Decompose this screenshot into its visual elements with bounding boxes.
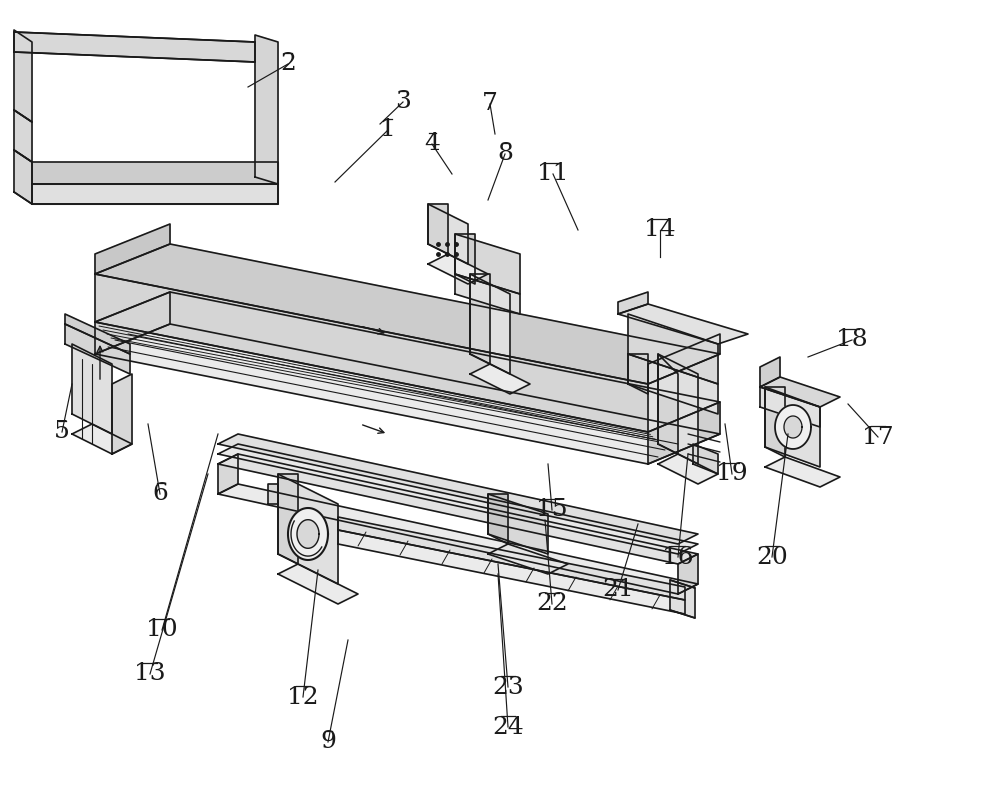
Polygon shape (297, 520, 319, 549)
Text: 14: 14 (644, 218, 676, 241)
Polygon shape (428, 204, 448, 254)
Polygon shape (648, 402, 720, 464)
Polygon shape (278, 564, 358, 604)
Text: 9: 9 (320, 731, 336, 754)
Polygon shape (765, 387, 785, 457)
Polygon shape (14, 110, 32, 162)
Text: 3: 3 (395, 91, 411, 114)
Text: 6: 6 (152, 483, 168, 505)
Polygon shape (455, 234, 520, 294)
Polygon shape (95, 292, 170, 354)
Polygon shape (218, 484, 698, 594)
Polygon shape (693, 444, 718, 474)
Polygon shape (218, 434, 698, 544)
Polygon shape (628, 354, 718, 414)
Polygon shape (658, 354, 678, 454)
Polygon shape (338, 530, 685, 614)
Polygon shape (278, 474, 298, 564)
Text: 24: 24 (492, 715, 524, 739)
Polygon shape (72, 344, 112, 434)
Polygon shape (658, 454, 718, 484)
Polygon shape (268, 484, 278, 504)
Polygon shape (648, 334, 720, 384)
Polygon shape (14, 30, 32, 122)
Polygon shape (628, 354, 648, 394)
Polygon shape (72, 424, 132, 454)
Text: 16: 16 (662, 545, 694, 569)
Polygon shape (760, 377, 840, 407)
Text: 20: 20 (756, 545, 788, 569)
Polygon shape (488, 494, 508, 544)
Polygon shape (14, 150, 32, 204)
Polygon shape (618, 292, 648, 314)
Text: 4: 4 (424, 132, 440, 156)
Polygon shape (765, 457, 840, 487)
Text: 21: 21 (602, 578, 634, 602)
Polygon shape (784, 416, 802, 438)
Polygon shape (278, 474, 338, 584)
Text: 11: 11 (537, 163, 569, 185)
Text: 7: 7 (482, 92, 498, 115)
Polygon shape (760, 357, 780, 387)
Polygon shape (95, 274, 648, 432)
Polygon shape (618, 304, 748, 344)
Polygon shape (765, 387, 820, 467)
Polygon shape (95, 224, 170, 274)
Polygon shape (32, 184, 278, 204)
Polygon shape (428, 204, 468, 264)
Polygon shape (95, 244, 720, 384)
Polygon shape (428, 254, 488, 284)
Polygon shape (218, 454, 238, 494)
Polygon shape (455, 234, 475, 284)
Text: 1: 1 (380, 119, 396, 141)
Text: 5: 5 (54, 420, 70, 444)
Polygon shape (218, 454, 698, 564)
Polygon shape (65, 314, 130, 354)
Polygon shape (678, 554, 698, 594)
Polygon shape (95, 292, 720, 432)
Polygon shape (288, 508, 328, 560)
Polygon shape (470, 364, 530, 394)
Text: 13: 13 (134, 662, 166, 686)
Polygon shape (628, 314, 718, 384)
Polygon shape (65, 324, 130, 374)
Text: 17: 17 (862, 426, 894, 448)
Polygon shape (14, 32, 255, 62)
Text: 18: 18 (836, 329, 868, 351)
Polygon shape (255, 35, 278, 184)
Text: 19: 19 (716, 463, 748, 485)
Polygon shape (455, 274, 520, 314)
Text: 23: 23 (492, 675, 524, 699)
Text: 8: 8 (497, 143, 513, 165)
Polygon shape (760, 387, 820, 427)
Polygon shape (658, 354, 698, 464)
Polygon shape (95, 324, 720, 464)
Polygon shape (670, 580, 695, 618)
Polygon shape (488, 494, 548, 554)
Text: 22: 22 (536, 593, 568, 615)
Polygon shape (112, 374, 132, 454)
Polygon shape (338, 517, 685, 600)
Polygon shape (470, 274, 510, 374)
Polygon shape (775, 405, 811, 449)
Text: 10: 10 (146, 618, 178, 642)
Text: 2: 2 (280, 52, 296, 75)
Polygon shape (32, 162, 278, 184)
Polygon shape (470, 274, 490, 364)
Text: 15: 15 (536, 499, 568, 521)
Polygon shape (488, 544, 568, 574)
Text: 12: 12 (287, 686, 319, 708)
Polygon shape (218, 444, 698, 554)
